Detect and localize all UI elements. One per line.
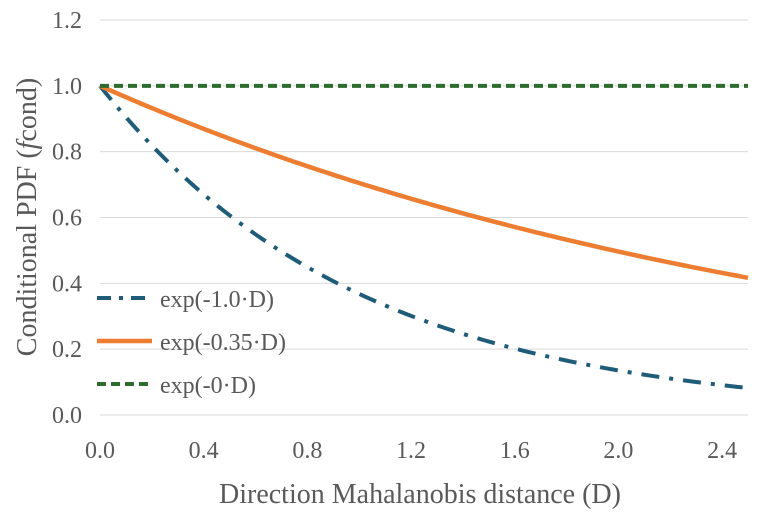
x-axis-title: Direction Mahalanobis distance (D) [219,479,621,510]
y-axis-ticks: 0.0 0.2 0.4 0.6 0.8 1.0 1.2 [52,8,82,429]
x-tick-label: 0.8 [292,438,322,464]
x-tick-label: 1.2 [396,438,426,464]
series-lines [98,83,749,390]
y-tick-label: 0.8 [52,140,82,166]
y-tick-label: 0.6 [52,206,82,232]
y-tick-label: 0.2 [52,337,82,363]
x-axis-ticks: 0.0 0.4 0.8 1.2 1.6 2.0 2.4 [85,438,737,464]
y-tick-label: 0.4 [52,271,82,297]
legend-label-1: exp(-1.0·D) [160,287,274,313]
y-tick-label: 0.0 [52,403,82,429]
series-line-2 [99,83,749,280]
y-axis-title-italic: f [12,138,43,149]
y-axis-title: Conditional PDF (fcond) [12,78,43,356]
x-tick-label: 0.4 [189,438,219,464]
legend-label-3: exp(-0·D) [160,373,256,399]
x-tick-label: 2.0 [603,438,633,464]
x-tick-label: 1.6 [500,438,530,464]
x-tick-label: 0.0 [85,438,115,464]
legend: exp(-1.0·D) exp(-0.35·D) exp(-0·D) [97,287,286,399]
x-tick-label: 2.4 [707,438,737,464]
y-axis-title-suffix: cond) [12,78,43,142]
series-line-1 [98,84,749,390]
y-tick-label: 1.2 [52,8,82,34]
y-axis-title-prefix: Conditional PDF ( [12,149,43,356]
legend-label-2: exp(-0.35·D) [160,330,286,356]
y-tick-label: 1.0 [52,74,82,100]
